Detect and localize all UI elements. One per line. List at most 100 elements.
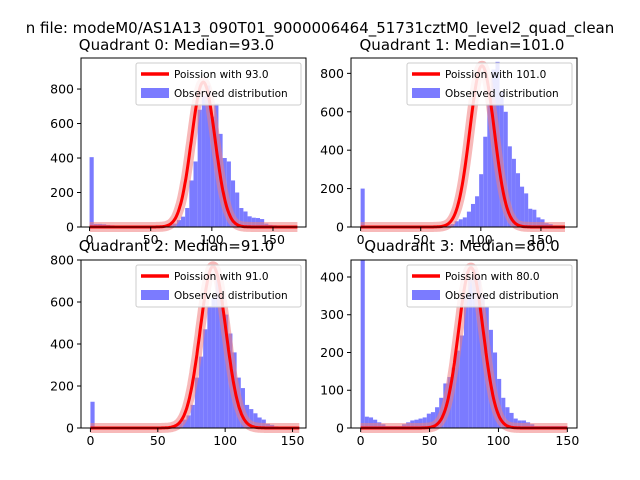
histogram-bar [487, 104, 492, 227]
histogram-bar [211, 297, 216, 428]
histogram-bar [468, 278, 473, 428]
histogram-bar [430, 412, 436, 428]
histogram-bar [503, 111, 508, 227]
histogram-bar [464, 293, 469, 428]
histogram-bar [193, 161, 198, 227]
legend: Poission with 91.0 Observed distribution [135, 264, 302, 308]
legend-bar-swatch [141, 88, 169, 98]
histogram-bar [511, 158, 516, 227]
y-tick-label: 600 [50, 295, 74, 310]
histogram-bar [528, 208, 533, 227]
legend-observed-label: Observed distribution [445, 290, 559, 302]
legend: Poission with 80.0 Observed distribution [406, 264, 573, 308]
legend-bar-swatch [412, 88, 440, 98]
quadrant-1-title: Quadrant 1: Median=101.0 [360, 36, 565, 54]
histogram-bar [360, 188, 365, 227]
x-tick-label: 0 [86, 232, 94, 247]
histogram-bar [226, 161, 231, 227]
histogram-bar [257, 417, 262, 428]
histogram-bar [479, 174, 484, 227]
y-tick-label: 800 [320, 66, 344, 81]
x-tick-label: 150 [261, 232, 285, 247]
x-tick-label: 100 [487, 433, 511, 448]
x-tick-label: 150 [281, 433, 305, 448]
histogram-bar [243, 211, 248, 227]
y-tick-label: 800 [50, 82, 74, 97]
histogram-bar [230, 180, 236, 227]
histogram-bar [207, 306, 212, 428]
legend: Poission with 93.0 Observed distribution [135, 62, 302, 106]
quadrant-3-title: Quadrant 3: Median=80.0 [364, 237, 559, 255]
y-tick-label: 400 [50, 337, 74, 352]
legend-box [406, 62, 573, 106]
histogram-bar [422, 417, 427, 428]
histogram-bar [472, 269, 477, 428]
histogram-bar [190, 404, 195, 428]
histogram-bar [520, 186, 525, 227]
y-tick-label: 600 [50, 116, 74, 131]
histogram-bar [426, 413, 431, 428]
legend-bar-swatch [141, 290, 169, 300]
legend-box [135, 264, 302, 308]
histogram-bar [364, 416, 369, 428]
histogram-bar [197, 109, 202, 227]
x-tick-label: 50 [422, 433, 438, 448]
legend-observed-label: Observed distribution [445, 88, 559, 100]
histogram-bar [532, 209, 537, 227]
histogram-bar [181, 216, 186, 227]
x-tick-label: 150 [529, 232, 553, 247]
histogram-bar [219, 294, 225, 428]
axes-frame [350, 259, 578, 429]
histogram-bar [483, 136, 488, 227]
x-tick-label: 50 [143, 232, 159, 247]
legend-box [135, 62, 302, 106]
axes-frame [350, 57, 578, 228]
histogram-bar [199, 356, 204, 428]
histogram-bar [368, 417, 374, 428]
histogram-bar [201, 95, 206, 227]
histogram-bar [203, 329, 208, 428]
y-tick-label: 0 [336, 421, 344, 436]
histogram-bar [476, 276, 481, 428]
x-tick-label: 50 [413, 232, 429, 247]
quadrant-1-panel: 0 50 100 150 0 200 400 600 800 Poission with 101.… [320, 36, 578, 247]
histogram-bar [475, 196, 480, 227]
y-tick-label: 0 [336, 220, 344, 235]
quadrant-0-title: Quadrant 0: Median=93.0 [79, 36, 274, 54]
quadrant-2-panel: 0 50 100 150 0 200 400 600 800 Poission with 91.0… [50, 237, 307, 448]
histogram-bar [215, 279, 220, 428]
histogram-bar [253, 413, 258, 428]
histogram-bar [458, 219, 463, 227]
legend-poisson-label: Poission with 80.0 [445, 271, 540, 283]
legend-poisson-label: Poission with 93.0 [174, 69, 269, 81]
y-tick-label: 200 [320, 345, 344, 360]
x-tick-label: 100 [200, 232, 224, 247]
x-tick-label: 100 [213, 433, 237, 448]
histogram-bar [451, 367, 456, 428]
histogram-bar [455, 350, 460, 428]
y-tick-label: 400 [320, 143, 344, 158]
histogram-bar [249, 409, 254, 428]
histogram-bar [90, 401, 95, 428]
histogram-bar [454, 221, 459, 227]
legend-poisson-label: Poission with 101.0 [445, 69, 546, 81]
legend-observed-label: Observed distribution [174, 88, 288, 100]
histogram-bar [524, 193, 529, 227]
y-tick-label: 200 [50, 379, 74, 394]
y-tick-label: 100 [320, 383, 344, 398]
histogram-bar [462, 217, 467, 227]
histogram-bar [360, 260, 365, 428]
histogram-bar [189, 180, 194, 227]
y-tick-label: 200 [320, 181, 344, 196]
y-tick-label: 0 [66, 421, 74, 436]
histogram-bar [194, 377, 200, 428]
y-tick-label: 200 [50, 185, 74, 200]
legend-poisson-label: Poission with 91.0 [174, 271, 269, 283]
histogram-bar [466, 211, 471, 227]
axes-frame [80, 57, 307, 228]
histogram-bar [176, 220, 182, 227]
y-tick-label: 0 [66, 220, 74, 235]
legend-box [406, 264, 573, 308]
x-tick-label: 150 [555, 433, 579, 448]
